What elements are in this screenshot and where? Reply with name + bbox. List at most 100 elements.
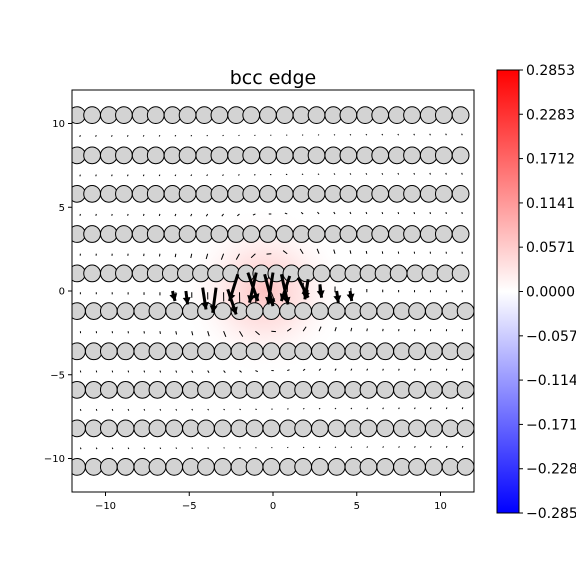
quiver-arrow bbox=[414, 407, 416, 410]
atom bbox=[72, 342, 86, 361]
colorbar-tick-label: −0.2283 bbox=[526, 462, 576, 478]
arrow-head bbox=[282, 296, 291, 305]
quiver-arrow bbox=[334, 407, 337, 410]
atom bbox=[182, 458, 200, 476]
atom bbox=[371, 184, 390, 203]
atom bbox=[83, 106, 101, 124]
quiver-arrow bbox=[239, 408, 241, 411]
quiver-arrow bbox=[190, 253, 193, 259]
atom bbox=[262, 419, 281, 438]
quiver-arrow bbox=[95, 447, 98, 450]
atom bbox=[344, 264, 363, 283]
quiver-arrow bbox=[350, 368, 353, 371]
colorbar-tick-label: 0.1712 bbox=[526, 152, 575, 168]
atom bbox=[356, 106, 374, 124]
quiver-arrow bbox=[382, 368, 384, 371]
atom bbox=[165, 380, 184, 399]
atom bbox=[262, 342, 281, 361]
atom bbox=[210, 225, 229, 243]
atom bbox=[245, 380, 264, 399]
atom bbox=[403, 184, 421, 203]
atom bbox=[292, 184, 311, 203]
atom bbox=[451, 184, 470, 203]
atom bbox=[227, 184, 246, 203]
atom bbox=[456, 380, 474, 399]
atom bbox=[148, 458, 167, 476]
x-tick-label: −5 bbox=[182, 501, 197, 512]
quiver-arrow bbox=[413, 133, 415, 136]
quiver-arrow bbox=[159, 447, 162, 450]
atom bbox=[376, 458, 395, 476]
quiver-arrow bbox=[398, 446, 400, 448]
atom bbox=[424, 419, 443, 438]
x-tick-label: 0 bbox=[270, 501, 276, 512]
quiver-arrow bbox=[79, 408, 82, 411]
quiver-arrow bbox=[111, 135, 113, 137]
quiver-arrow bbox=[127, 408, 130, 411]
quiver-arrow bbox=[223, 408, 226, 411]
quiver-arrow bbox=[334, 327, 337, 332]
atom bbox=[451, 146, 470, 165]
colorbar-tick-label: 0.2283 bbox=[526, 107, 575, 123]
atom bbox=[424, 342, 443, 361]
atom bbox=[116, 302, 135, 320]
atom bbox=[356, 225, 374, 243]
atom bbox=[262, 458, 281, 476]
quiver-arrow bbox=[239, 330, 244, 337]
atom bbox=[197, 342, 215, 361]
arrow-head bbox=[169, 293, 178, 302]
quiver-arrow bbox=[235, 253, 240, 260]
atom bbox=[339, 184, 358, 203]
atom bbox=[344, 419, 363, 438]
atom bbox=[456, 342, 474, 361]
atom bbox=[178, 184, 197, 203]
atom bbox=[131, 264, 150, 283]
atom bbox=[327, 419, 346, 438]
x-axis: −10 −5 0 5 10 bbox=[95, 492, 447, 512]
quiver-arrow bbox=[366, 446, 369, 448]
atom bbox=[376, 342, 395, 361]
quiver-arrow bbox=[349, 133, 352, 136]
atom bbox=[163, 106, 182, 124]
atom bbox=[408, 342, 426, 361]
atom bbox=[72, 184, 86, 203]
colorbar-tick-label: −0.1141 bbox=[526, 373, 576, 389]
atom bbox=[99, 146, 118, 165]
atom bbox=[393, 419, 411, 438]
quiver-arrow bbox=[317, 173, 320, 175]
atom bbox=[192, 264, 210, 283]
quiver-arrow bbox=[127, 370, 130, 373]
atom bbox=[115, 146, 133, 165]
quiver-arrow bbox=[349, 173, 352, 175]
atom bbox=[163, 184, 182, 203]
quiver-arrow bbox=[142, 213, 145, 216]
atom bbox=[165, 419, 184, 438]
quiver-arrow bbox=[445, 407, 448, 410]
quiver-arrow bbox=[174, 213, 177, 217]
atom bbox=[292, 225, 311, 243]
atom bbox=[275, 184, 294, 203]
atom bbox=[131, 146, 150, 165]
atom bbox=[182, 342, 200, 361]
quiver-arrow bbox=[413, 172, 415, 175]
atom bbox=[434, 106, 453, 124]
arrow-head bbox=[209, 305, 218, 313]
atom bbox=[131, 184, 150, 203]
y-tick-label: −5 bbox=[50, 370, 65, 381]
atom bbox=[307, 146, 326, 165]
quiver-arrow bbox=[175, 370, 178, 373]
atom bbox=[403, 146, 421, 165]
atom bbox=[197, 419, 215, 438]
atom bbox=[242, 184, 261, 203]
quiver-arrow bbox=[381, 172, 384, 175]
quiver-arrow bbox=[207, 408, 210, 411]
quiver-arrow bbox=[191, 370, 194, 373]
atom bbox=[165, 342, 184, 361]
atom bbox=[421, 264, 440, 283]
y-tick-label: 10 bbox=[52, 119, 65, 130]
x-tick-label: 10 bbox=[434, 501, 447, 512]
atom bbox=[195, 225, 214, 243]
atom bbox=[161, 264, 180, 283]
quiver-arrow bbox=[158, 134, 161, 137]
atom bbox=[146, 146, 165, 165]
